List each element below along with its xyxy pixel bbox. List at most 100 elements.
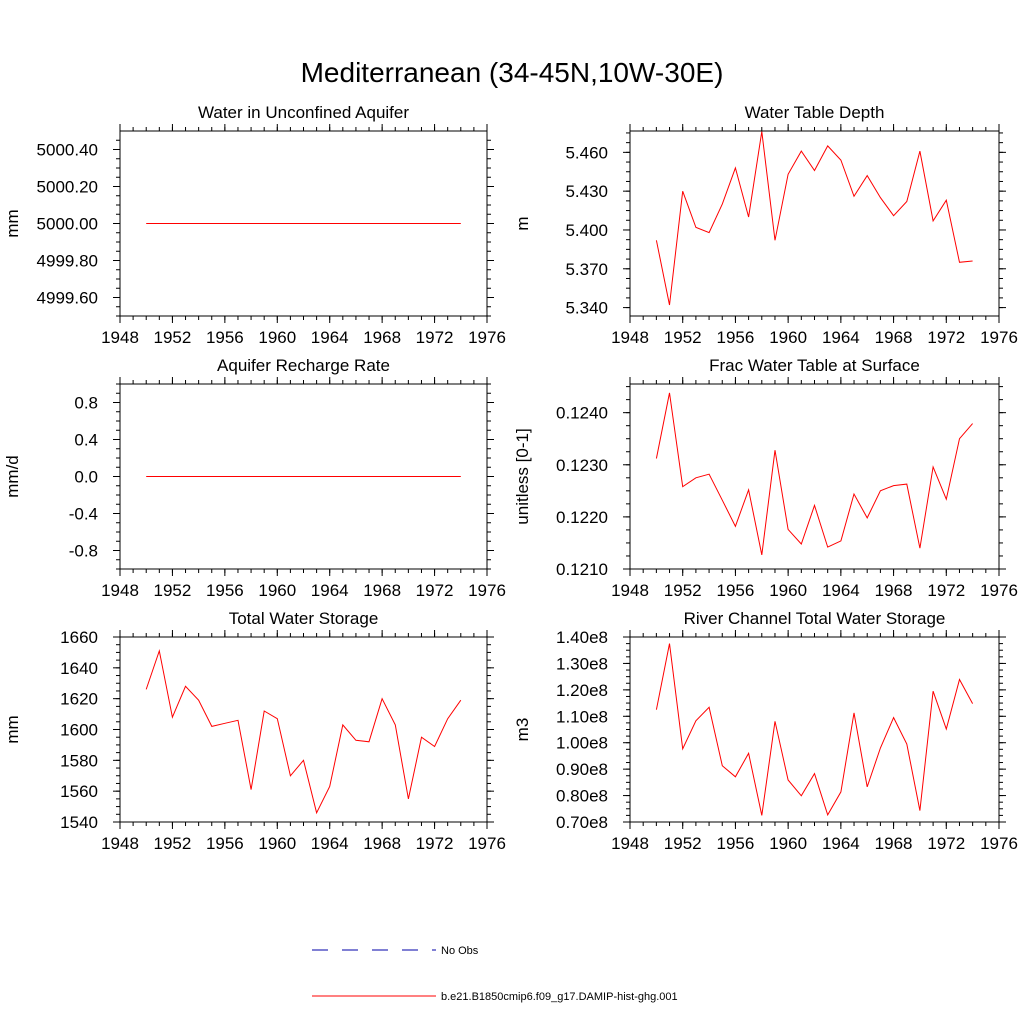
x-tick-label: 1956	[206, 328, 244, 347]
y-tick-label: 5.400	[565, 221, 608, 240]
y-tick-label: 1660	[60, 628, 98, 647]
plot-frame	[629, 130, 1000, 317]
y-tick-label: 1620	[60, 690, 98, 709]
x-tick-label: 1956	[206, 581, 244, 600]
x-tick-label: 1972	[416, 834, 454, 853]
x-tick-label: 1948	[101, 328, 139, 347]
x-tick-label: 1960	[258, 328, 296, 347]
x-tick-label: 1964	[822, 834, 860, 853]
x-tick-label: 1976	[980, 834, 1018, 853]
y-tick-label: 1.00e8	[556, 734, 608, 753]
x-tick-label: 1948	[611, 581, 649, 600]
x-tick-label: 1960	[769, 328, 807, 347]
y-tick-label: -0.4	[69, 505, 98, 524]
y-tick-label: 5000.40	[37, 141, 98, 160]
y-tick-label: 0.80e8	[556, 787, 608, 806]
x-tick-label: 1968	[875, 834, 913, 853]
x-tick-label: 1956	[717, 834, 755, 853]
legend-label: No Obs	[441, 945, 479, 957]
x-tick-label: 1968	[363, 328, 401, 347]
x-tick-label: 1956	[717, 328, 755, 347]
x-tick-label: 1976	[980, 581, 1018, 600]
y-tick-label: 0.0	[74, 468, 98, 487]
y-tick-label: 5.430	[565, 182, 608, 201]
series-line	[145, 648, 462, 815]
x-tick-label: 1972	[927, 834, 965, 853]
x-tick-label: 1964	[822, 328, 860, 347]
y-axis-label: unitless [0-1]	[513, 428, 532, 524]
chart-panel: Water in Unconfined Aquifer mm 1948 1952 195…	[3, 103, 506, 347]
x-tick-label: 1972	[927, 581, 965, 600]
x-tick-label: 1948	[611, 834, 649, 853]
x-tick-label: 1964	[822, 581, 860, 600]
y-tick-label: 0.1220	[556, 508, 608, 527]
y-axis-label: mm	[3, 209, 22, 237]
x-tick-label: 1960	[769, 834, 807, 853]
chart-panel: Aquifer Recharge Rate mm/d 1948 1952 1956 196…	[3, 356, 506, 600]
chart-panel: Total Water Storage mm 1948 1952 1956 1960 196…	[3, 609, 506, 853]
x-tick-label: 1976	[468, 328, 506, 347]
x-tick-label: 1972	[927, 328, 965, 347]
plot-frame	[629, 383, 1000, 570]
y-tick-label: 1540	[60, 813, 98, 832]
y-axis-label: mm/d	[3, 455, 22, 498]
y-tick-label: 1600	[60, 721, 98, 740]
legend: No Obs b.e21.B1850cmip6.f09_g17.DAMIP-his…	[312, 945, 678, 1003]
x-tick-label: 1948	[101, 834, 139, 853]
panel-title: Total Water Storage	[229, 609, 379, 628]
series-line	[655, 643, 974, 817]
x-tick-label: 1960	[258, 834, 296, 853]
x-tick-label: 1952	[154, 328, 192, 347]
panel-title: Water in Unconfined Aquifer	[198, 103, 409, 122]
y-tick-label: 0.4	[74, 431, 98, 450]
x-tick-label: 1964	[311, 581, 349, 600]
x-tick-label: 1952	[664, 328, 702, 347]
y-tick-label: 0.1230	[556, 456, 608, 475]
y-tick-label: 1560	[60, 782, 98, 801]
x-tick-label: 1968	[363, 834, 401, 853]
series-line	[655, 392, 973, 555]
y-tick-label: 1.20e8	[556, 681, 608, 700]
x-tick-label: 1972	[416, 328, 454, 347]
chart-panels: Water in Unconfined Aquifer mm 1948 1952 195…	[3, 103, 1018, 853]
y-tick-label: 0.1240	[556, 404, 608, 423]
y-tick-label: 5000.00	[37, 215, 98, 234]
x-tick-label: 1964	[311, 834, 349, 853]
y-tick-label: 5000.20	[37, 178, 98, 197]
panel-title: Aquifer Recharge Rate	[217, 356, 390, 375]
x-tick-label: 1968	[875, 581, 913, 600]
x-tick-label: 1956	[206, 834, 244, 853]
x-tick-label: 1952	[664, 834, 702, 853]
y-tick-label: -0.8	[69, 542, 98, 561]
y-tick-label: 1580	[60, 751, 98, 770]
x-tick-label: 1948	[101, 581, 139, 600]
x-tick-label: 1952	[664, 581, 702, 600]
chart-panel: River Channel Total Water Storage m3 1948 1…	[513, 609, 1018, 853]
y-tick-label: 4999.60	[37, 289, 98, 308]
y-tick-label: 0.8	[74, 394, 98, 413]
x-tick-label: 1972	[416, 581, 454, 600]
y-tick-label: 5.460	[565, 143, 608, 162]
legend-label: b.e21.B1850cmip6.f09_g17.DAMIP-hist-ghg.…	[441, 991, 678, 1003]
y-tick-label: 5.340	[565, 299, 608, 318]
x-tick-label: 1952	[154, 581, 192, 600]
plot-frame	[629, 636, 1000, 823]
y-axis-label: m	[513, 216, 532, 230]
x-tick-label: 1952	[154, 834, 192, 853]
x-tick-label: 1976	[980, 328, 1018, 347]
panel-title: Water Table Depth	[745, 103, 885, 122]
y-tick-label: 4999.80	[37, 252, 98, 271]
x-tick-label: 1964	[311, 328, 349, 347]
chart-panel: Frac Water Table at Surface unitless [0-1…	[513, 356, 1018, 600]
x-tick-label: 1968	[363, 581, 401, 600]
x-tick-label: 1968	[875, 328, 913, 347]
plot-frame	[119, 636, 488, 823]
chart-panel: Water Table Depth m 1948 1952 1956 1960 1964 19…	[513, 103, 1018, 347]
panel-title: River Channel Total Water Storage	[684, 609, 946, 628]
y-tick-label: 1640	[60, 659, 98, 678]
y-tick-label: 1.30e8	[556, 654, 608, 673]
y-tick-label: 1.40e8	[556, 628, 608, 647]
y-axis-label: mm	[3, 715, 22, 743]
y-tick-label: 0.70e8	[556, 813, 608, 832]
